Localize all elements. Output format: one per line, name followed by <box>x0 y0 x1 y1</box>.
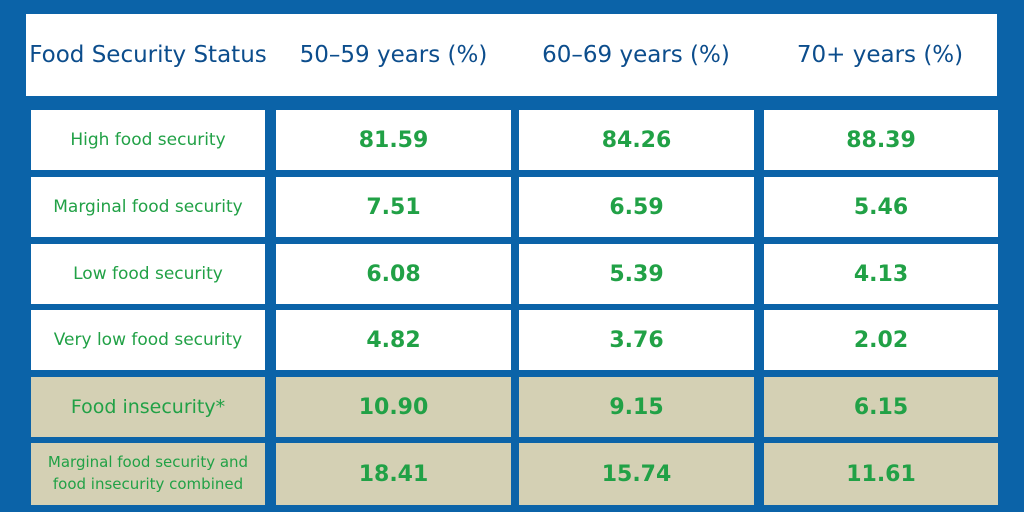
cell-value: 4.82 <box>276 310 511 370</box>
table-header: Food Security Status 50–59 years (%) 60–… <box>26 14 997 96</box>
table-row: Food insecurity* 10.90 9.15 6.15 <box>0 377 1024 437</box>
row-label-high-food-security: High food security <box>31 110 265 170</box>
cell-value: 81.59 <box>276 110 511 170</box>
table-row: Marginal food security and food insecuri… <box>0 443 1024 505</box>
header-70-plus-years: 70+ years (%) <box>796 41 964 68</box>
cell-value: 15.74 <box>519 443 754 505</box>
cell-value: 5.39 <box>519 244 754 304</box>
row-label-marginal-food-security: Marginal food security <box>31 177 265 237</box>
cell-value: 6.08 <box>276 244 511 304</box>
cell-value: 18.41 <box>276 443 511 505</box>
table-row: Low food security 6.08 5.39 4.13 <box>0 244 1024 304</box>
table-row: Marginal food security 7.51 6.59 5.46 <box>0 177 1024 237</box>
cell-value: 4.13 <box>764 244 998 304</box>
header-60-69-years: 60–69 years (%) <box>542 41 730 68</box>
table-row: High food security 81.59 84.26 88.39 <box>0 110 1024 170</box>
cell-value: 7.51 <box>276 177 511 237</box>
row-label-very-low-food-security: Very low food security <box>31 310 265 370</box>
row-label-marginal-and-insecurity-combined: Marginal food security and food insecuri… <box>31 443 265 505</box>
cell-value: 10.90 <box>276 377 511 437</box>
cell-value: 88.39 <box>764 110 998 170</box>
row-label-low-food-security: Low food security <box>31 244 265 304</box>
cell-value: 6.59 <box>519 177 754 237</box>
row-label-food-insecurity: Food insecurity* <box>31 377 265 437</box>
cell-value: 3.76 <box>519 310 754 370</box>
header-50-59-years: 50–59 years (%) <box>299 41 488 68</box>
cell-value: 5.46 <box>764 177 998 237</box>
cell-value: 84.26 <box>519 110 754 170</box>
cell-value: 11.61 <box>764 443 998 505</box>
cell-value: 2.02 <box>764 310 998 370</box>
header-food-security-status: Food Security Status <box>29 41 267 68</box>
cell-value: 9.15 <box>519 377 754 437</box>
cell-value: 6.15 <box>764 377 998 437</box>
table-row: Very low food security 4.82 3.76 2.02 <box>0 310 1024 370</box>
